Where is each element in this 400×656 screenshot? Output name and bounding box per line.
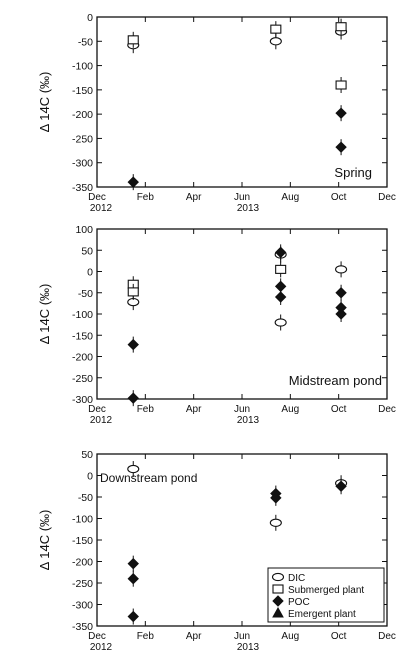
year-label: 2013 xyxy=(237,415,260,426)
y-tick-label: -300 xyxy=(72,158,93,170)
y-tick-label: -250 xyxy=(72,578,93,590)
y-tick-label: 0 xyxy=(87,267,93,279)
y-tick-label: -100 xyxy=(72,309,93,321)
point-poc xyxy=(127,176,139,188)
legend-label: Emergent plant xyxy=(288,609,356,620)
point-poc xyxy=(127,557,139,570)
panel-annotation: Midstream pond xyxy=(289,373,382,388)
point-submerged-plant xyxy=(335,22,347,32)
legend-marker-emergent-plant xyxy=(272,606,284,618)
x-tick-label: Apr xyxy=(186,404,202,415)
y-tick-label: 50 xyxy=(81,449,93,461)
y-axis-label: Δ 14C (‰) xyxy=(37,284,52,345)
x-tick-label: Aug xyxy=(281,192,299,203)
year-label: 2013 xyxy=(237,642,260,653)
y-tick-label: -50 xyxy=(78,288,93,300)
point-poc xyxy=(335,107,347,119)
point-poc xyxy=(335,480,347,492)
legend-marker-poc xyxy=(272,595,284,607)
y-tick-label: -300 xyxy=(72,600,93,612)
plot-frame xyxy=(96,16,388,188)
point-poc xyxy=(127,610,139,623)
panel-annotation: Downstream pond xyxy=(100,471,197,485)
legend-label: Submerged plant xyxy=(288,585,364,596)
x-tick-label: Oct xyxy=(331,404,347,415)
point-submerged-plant xyxy=(335,80,347,90)
year-label: 2012 xyxy=(90,415,113,426)
y-tick-label: -200 xyxy=(72,109,93,121)
point-dic xyxy=(335,265,348,274)
point-poc xyxy=(335,141,347,153)
y-tick-label: -100 xyxy=(72,61,93,73)
panel-annotation: Spring xyxy=(334,165,372,180)
x-tick-label: Jun xyxy=(234,631,250,642)
point-poc xyxy=(270,492,282,504)
year-label: 2013 xyxy=(237,203,260,214)
point-submerged-plant xyxy=(127,35,139,45)
point-poc xyxy=(335,308,347,320)
point-dic xyxy=(274,318,287,327)
y-tick-label: 50 xyxy=(81,245,93,257)
x-tick-label: Dec xyxy=(378,631,396,642)
y-tick-label: -150 xyxy=(72,330,93,342)
y-tick-label: 0 xyxy=(87,12,93,24)
point-poc xyxy=(127,572,139,585)
x-tick-label: Dec xyxy=(88,404,106,415)
x-tick-label: Apr xyxy=(186,631,202,642)
x-tick-label: Feb xyxy=(137,404,155,415)
legend-label: POC xyxy=(288,597,310,608)
point-poc xyxy=(274,246,287,259)
y-tick-label: -50 xyxy=(78,492,93,504)
x-tick-label: Dec xyxy=(378,192,396,203)
y-tick-label: -150 xyxy=(72,535,93,547)
legend-box xyxy=(267,567,385,623)
y-tick-label: -100 xyxy=(72,514,93,526)
y-tick-label: -300 xyxy=(72,394,93,406)
x-tick-label: Apr xyxy=(186,192,202,203)
y-tick-label: 100 xyxy=(75,224,93,236)
legend-label: DIC xyxy=(288,573,305,584)
x-tick-label: Dec xyxy=(378,404,396,415)
x-tick-label: Dec xyxy=(88,192,106,203)
point-poc xyxy=(335,287,347,299)
y-tick-label: -350 xyxy=(72,182,93,194)
x-tick-label: Aug xyxy=(281,404,299,415)
x-tick-label: Aug xyxy=(281,631,299,642)
legend-marker-submerged-plant xyxy=(272,584,284,594)
x-tick-label: Oct xyxy=(331,192,347,203)
point-poc xyxy=(274,291,287,303)
point-dic xyxy=(269,37,282,46)
y-tick-label: -350 xyxy=(72,621,93,633)
x-tick-label: Oct xyxy=(331,631,347,642)
x-tick-label: Jun xyxy=(234,404,250,415)
point-poc xyxy=(127,392,139,404)
y-tick-label: -150 xyxy=(72,85,93,97)
y-axis-label: Δ 14C (‰) xyxy=(37,510,52,571)
y-tick-label: -200 xyxy=(72,557,93,569)
y-tick-label: -250 xyxy=(72,133,93,145)
x-tick-label: Jun xyxy=(234,192,250,203)
y-tick-label: -50 xyxy=(78,36,93,48)
legend-marker-dic xyxy=(271,572,285,582)
point-dic xyxy=(127,464,140,474)
point-submerged-plant xyxy=(275,264,287,274)
year-label: 2012 xyxy=(90,642,113,653)
point-submerged-plant xyxy=(127,287,139,297)
y-tick-label: -200 xyxy=(72,352,93,364)
year-label: 2012 xyxy=(90,203,113,214)
point-submerged-plant xyxy=(270,24,282,34)
x-tick-label: Feb xyxy=(137,631,155,642)
x-tick-label: Feb xyxy=(137,192,155,203)
point-poc xyxy=(127,338,139,351)
x-tick-label: Dec xyxy=(88,631,106,642)
point-dic xyxy=(269,518,282,527)
y-tick-label: -250 xyxy=(72,373,93,385)
y-tick-label: 0 xyxy=(87,471,93,483)
y-axis-label: Δ 14C (‰) xyxy=(37,72,52,133)
